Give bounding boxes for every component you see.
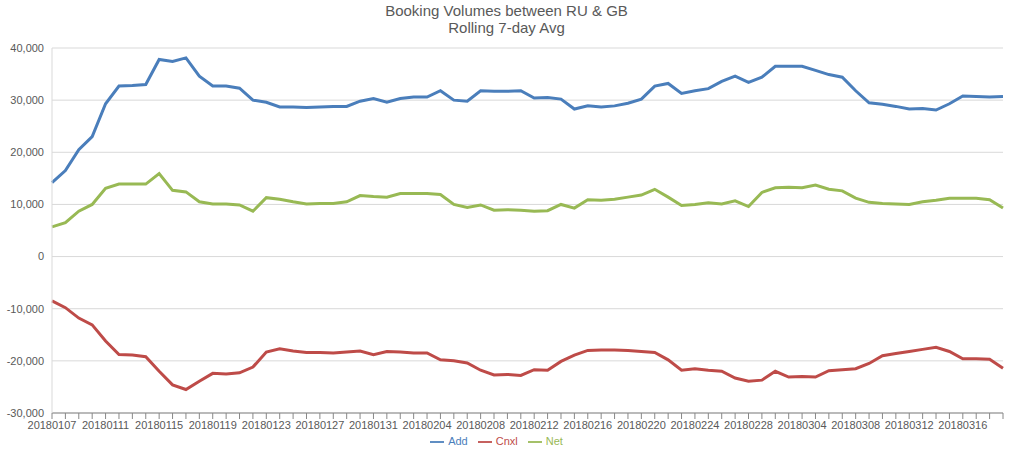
svg-text:-10,000: -10,000: [8, 303, 44, 315]
svg-text:-30,000: -30,000: [8, 407, 44, 419]
svg-text:20180312: 20180312: [885, 419, 934, 431]
svg-text:20180216: 20180216: [563, 419, 612, 431]
svg-text:20180224: 20180224: [670, 419, 719, 431]
svg-text:10,000: 10,000: [10, 198, 44, 210]
svg-text:20180220: 20180220: [617, 419, 666, 431]
svg-text:20180107: 20180107: [28, 419, 77, 431]
html-text:Cnxl: Cnxl: [495, 435, 518, 447]
svg-text:0: 0: [38, 250, 44, 262]
svg-text:20180204: 20180204: [403, 419, 452, 431]
html-text:Rolling 7-day Avg: Rolling 7-day Avg: [448, 19, 565, 36]
svg-text:20180127: 20180127: [295, 419, 344, 431]
svg-text:20180119: 20180119: [189, 419, 237, 431]
svg-text:20180308: 20180308: [831, 419, 880, 431]
svg-text:20180115: 20180115: [135, 419, 183, 431]
svg-text:20180316: 20180316: [938, 419, 987, 431]
html-text:Net: Net: [545, 435, 563, 447]
svg-text:20180228: 20180228: [724, 419, 773, 431]
svg-text:20180123: 20180123: [242, 419, 291, 431]
svg-text:20,000: 20,000: [10, 146, 44, 158]
svg-text:20180208: 20180208: [456, 419, 505, 431]
svg-text:20180304: 20180304: [778, 419, 827, 431]
svg-text:30,000: 30,000: [10, 94, 44, 106]
svg-text:20180212: 20180212: [510, 419, 559, 431]
svg-text:20180131: 20180131: [349, 419, 398, 431]
svg-text:40,000: 40,000: [10, 42, 44, 54]
html-text:Add: Add: [448, 435, 468, 447]
svg-text:-20,000: -20,000: [8, 355, 44, 367]
html-text:Booking Volumes between RU & G: Booking Volumes between RU & GB: [385, 2, 628, 19]
svg-text:20180111: 20180111: [82, 419, 129, 431]
